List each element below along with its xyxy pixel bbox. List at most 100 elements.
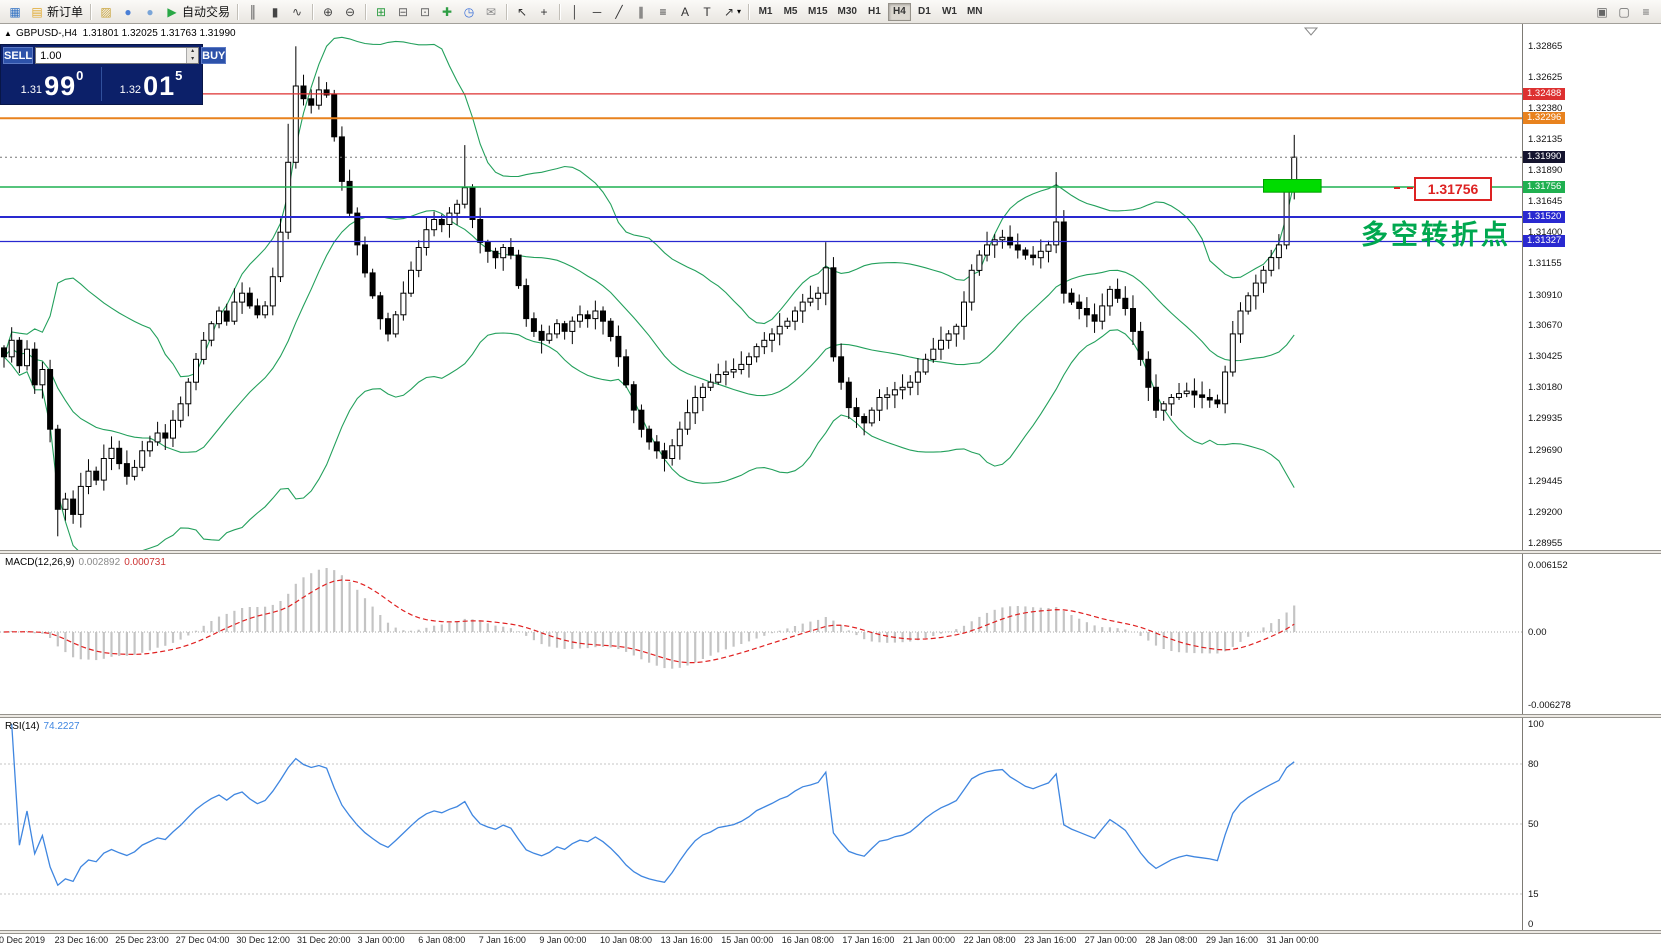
timeframe-d1-button[interactable]: D1 xyxy=(913,3,936,21)
vertical-line-icon-glyph-icon: │ xyxy=(571,4,579,19)
macd-indicator-chart xyxy=(0,568,1522,669)
tile-windows-icon-glyph-icon: ⊞ xyxy=(376,4,387,19)
trendline-icon[interactable]: ╱ xyxy=(609,2,629,22)
trade-panel-collapse-icon[interactable]: ▲ xyxy=(4,29,12,38)
breakout-zone-rect[interactable] xyxy=(1263,179,1322,193)
timeframe-m30-button[interactable]: M30 xyxy=(834,3,861,21)
time-axis-label: 21 Jan 00:00 xyxy=(903,935,956,945)
zoom-out-icon[interactable]: ⊖ xyxy=(340,2,360,22)
sell-button[interactable]: SELL xyxy=(3,47,34,64)
new-order-button[interactable]: ▤ 新订单 xyxy=(27,2,85,22)
candlestick-chart-icon[interactable]: ▮ xyxy=(265,2,285,22)
toolbar-separator xyxy=(748,3,750,20)
time-axis-label: 25 Dec 23:00 xyxy=(115,935,169,945)
panel-divider-macd-rsi[interactable] xyxy=(0,714,1661,718)
channel-icon[interactable]: ∥ xyxy=(631,2,651,22)
period-clock-icon[interactable]: ◷ xyxy=(459,2,479,22)
price-callout-box[interactable]: 1.31756 xyxy=(1414,177,1492,201)
autotrading-button-label: 自动交易 xyxy=(182,5,231,19)
mail-icon-glyph-icon: ✉ xyxy=(486,4,497,19)
one-click-trading-panel: SELL ▴ ▾ BUY 1.31 99 0 1.32 01 5 xyxy=(0,44,227,105)
buy-price-display[interactable]: 1.32 01 5 xyxy=(102,65,200,103)
cursor-icon[interactable]: ↖ xyxy=(512,2,532,22)
price-axis-label: 1.32135 xyxy=(1528,133,1563,145)
timeframe-m15-button[interactable]: M15 xyxy=(804,3,831,21)
fibonacci-icon[interactable]: ≡ xyxy=(653,2,673,22)
rsi-indicator-chart xyxy=(0,723,1522,895)
sell-price-display[interactable]: 1.31 99 0 xyxy=(3,65,101,103)
shapes-button[interactable]: ↗ ▾ xyxy=(719,2,743,22)
price-axis-label: 1.31645 xyxy=(1528,196,1563,208)
time-axis-label: 10 Jan 08:00 xyxy=(600,935,653,945)
timeframe-w1-button[interactable]: W1 xyxy=(938,3,961,21)
arrange-icon-glyph-icon: ⊡ xyxy=(420,4,431,19)
chart-window-icon-glyph-icon: ▨ xyxy=(100,4,112,19)
period-clock-icon-glyph-icon: ◷ xyxy=(463,4,475,19)
rsi-line xyxy=(11,723,1295,887)
line-chart-icon-glyph-icon: ∿ xyxy=(292,4,303,19)
timeframe-mn-button[interactable]: MN xyxy=(963,3,987,21)
time-axis-label: 30 Dec 12:00 xyxy=(236,935,290,945)
timeframe-h4-button[interactable]: H4 xyxy=(887,2,911,21)
panel-divider-rsi-time[interactable] xyxy=(0,930,1661,934)
market-watch-icon-glyph-icon: ● xyxy=(124,4,132,19)
price-axis-label: 1.31400 xyxy=(1528,227,1563,239)
time-axis-label: 6 Jan 08:00 xyxy=(418,935,466,945)
buy-price-main: 01 xyxy=(143,71,176,101)
mail-icon[interactable]: ✉ xyxy=(481,2,501,22)
chart-shift-marker[interactable] xyxy=(1303,27,1319,36)
volume-input[interactable] xyxy=(36,48,187,63)
bar-chart-icon[interactable]: ║ xyxy=(243,2,263,22)
macd-scale-max: 0.006152 xyxy=(1528,560,1568,571)
vertical-line-icon[interactable]: │ xyxy=(565,2,585,22)
app-icon[interactable]: ▦ xyxy=(5,2,25,22)
timeframe-h1-button[interactable]: H1 xyxy=(863,3,886,21)
line-chart-icon[interactable]: ∿ xyxy=(287,2,307,22)
autotrading-button[interactable]: ▶ 自动交易 xyxy=(162,2,232,22)
crosshair-icon[interactable]: + xyxy=(534,2,554,22)
autotrading-glyph-icon: ▶ xyxy=(167,4,177,19)
navigator-icon[interactable]: ● xyxy=(140,2,160,22)
buy-price-prefix: 1.32 xyxy=(119,84,142,96)
turning-point-annotation[interactable]: 多空转折点 xyxy=(1361,220,1511,250)
horizontal-line-icon[interactable]: ─ xyxy=(587,2,607,22)
time-axis-label: 27 Dec 04:00 xyxy=(175,935,230,945)
chart-shift-icon[interactable]: ▣ xyxy=(1592,2,1612,22)
bar-chart-icon-glyph-icon: ║ xyxy=(248,4,258,19)
price-axis-label: 1.29935 xyxy=(1528,413,1563,425)
label-icon[interactable]: T xyxy=(697,2,717,22)
buy-button[interactable]: BUY xyxy=(201,47,227,64)
volume-increase-icon[interactable]: ▴ xyxy=(191,48,195,54)
text-icon[interactable]: A xyxy=(675,2,695,22)
toolbar-left-group: ▦ ▤ 新订单 ▨ ● ● ▶ 自动交易 ║ ▮ ∿ ⊕ ⊖ ⊞ ⊟ ⊡ ✚ ◷ ✉ ↖ + │ ─ ╱ ∥ ≡ A T ↗ ▾ xyxy=(4,2,753,22)
chart-window-icon[interactable]: ▨ xyxy=(96,2,116,22)
price-axis-label: 1.32865 xyxy=(1528,41,1563,52)
zoom-in-icon[interactable]: ⊕ xyxy=(318,2,338,22)
toolbar-options-icon[interactable]: ≡ xyxy=(1636,2,1656,22)
rsi-scale-label: 50 xyxy=(1528,819,1539,830)
new-chart-icon[interactable]: ✚ xyxy=(437,2,457,22)
rsi-scale-label: 0 xyxy=(1528,919,1534,930)
macd-name: MACD(12,26,9) xyxy=(5,557,75,568)
tile-windows-icon[interactable]: ⊞ xyxy=(371,2,391,22)
volume-decrease-icon[interactable]: ▾ xyxy=(191,55,195,62)
cascade-windows-icon[interactable]: ⊟ xyxy=(393,2,413,22)
main-price-chart xyxy=(0,27,1522,550)
horizontal-line-icon-glyph-icon: ─ xyxy=(592,4,602,19)
text-icon-glyph-icon: A xyxy=(681,4,690,19)
timeframe-m1-button[interactable]: M1 xyxy=(754,3,777,21)
auto-scroll-icon[interactable]: ▢ xyxy=(1614,2,1634,22)
panel-divider-main-macd[interactable] xyxy=(0,550,1661,554)
time-axis-label: 13 Jan 16:00 xyxy=(660,935,713,945)
price-axis-label: 1.29445 xyxy=(1528,475,1563,487)
symbol-ohlc-info: GBPUSD-,H4 1.31801 1.32025 1.31763 1.319… xyxy=(16,28,236,39)
market-watch-icon[interactable]: ● xyxy=(118,2,138,22)
macd-scale-zero: 0.00 xyxy=(1528,627,1547,638)
time-axis-label: 31 Jan 00:00 xyxy=(1266,935,1319,945)
toolbar-separator xyxy=(90,3,92,20)
sell-price-main: 99 xyxy=(44,71,77,101)
timeframe-m5-button[interactable]: M5 xyxy=(779,3,802,21)
trade-prices-row: 1.31 99 0 1.32 01 5 xyxy=(3,65,200,103)
arrange-icon[interactable]: ⊡ xyxy=(415,2,435,22)
